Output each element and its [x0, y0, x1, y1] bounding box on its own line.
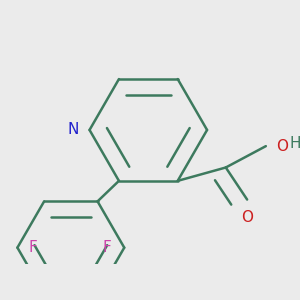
Text: O: O [241, 210, 253, 225]
Text: F: F [28, 240, 37, 255]
Text: O: O [277, 139, 289, 154]
Text: H: H [290, 136, 300, 151]
Text: F: F [102, 240, 111, 255]
Text: N: N [68, 122, 79, 137]
